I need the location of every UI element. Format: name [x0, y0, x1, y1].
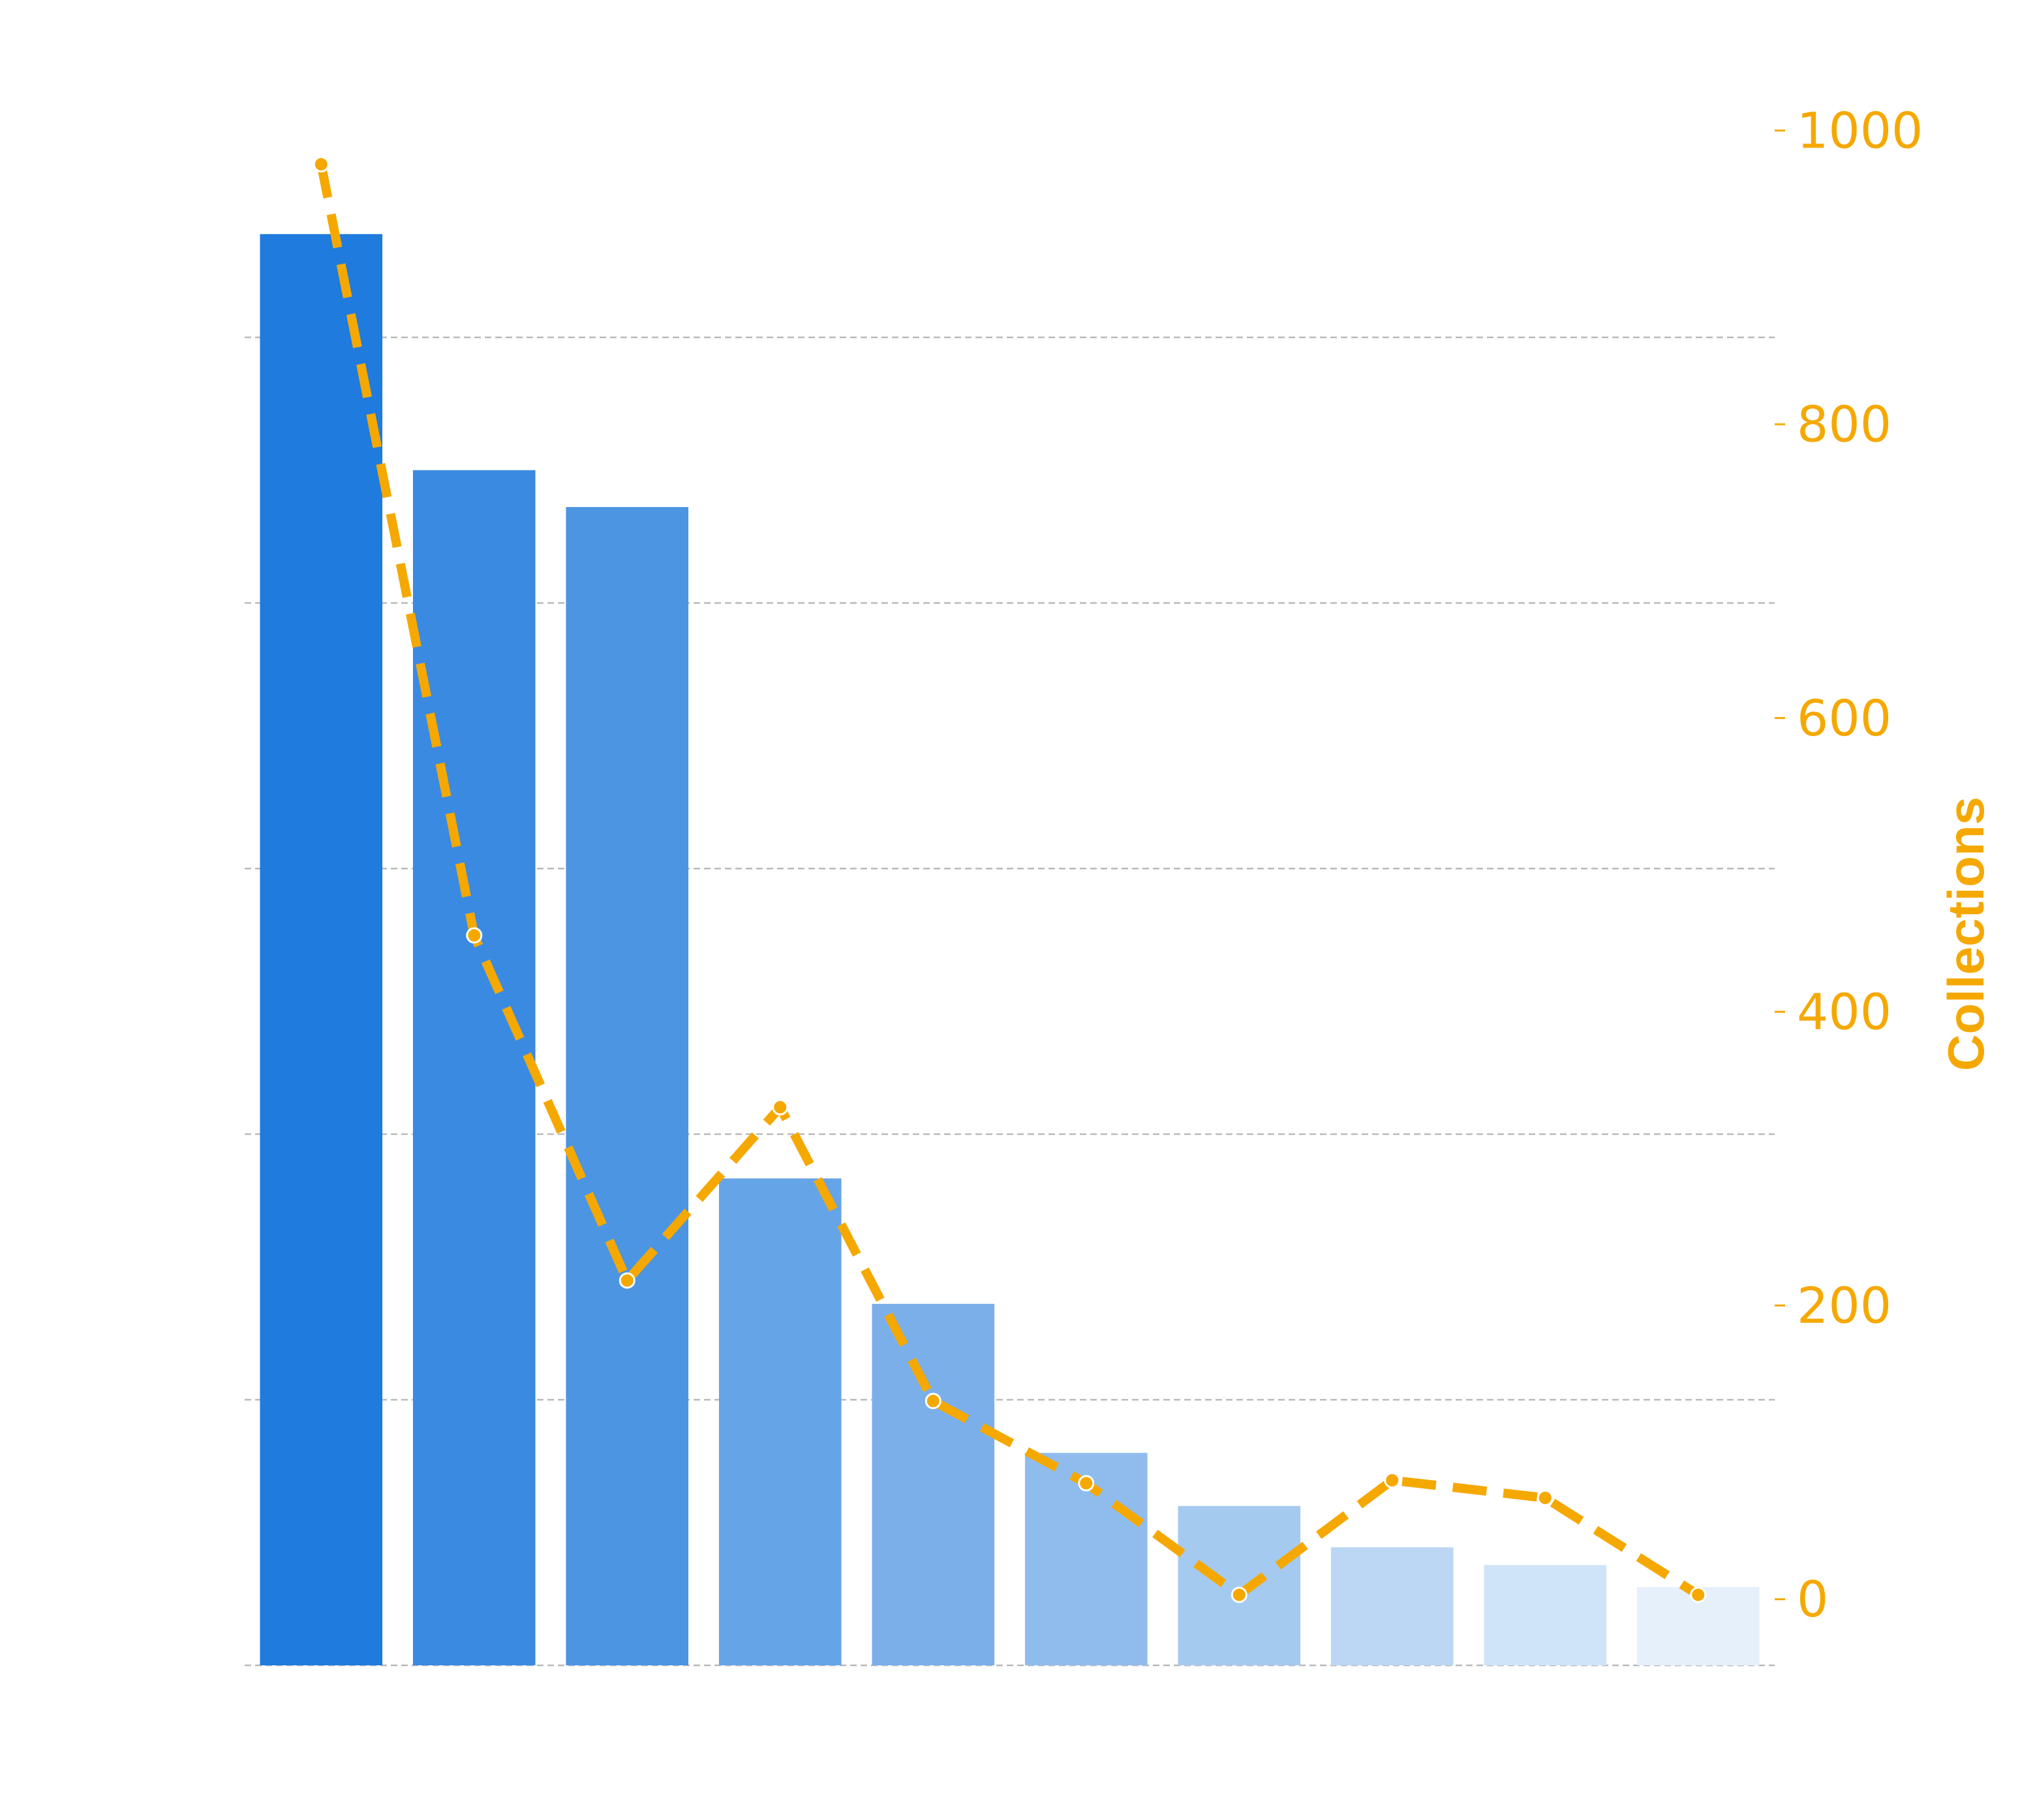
collections-point-3 [619, 1272, 635, 1289]
right-tick-label: 600 [1797, 689, 1891, 747]
right-tick-label: 1000 [1797, 102, 1923, 160]
collections-point-2 [466, 927, 483, 944]
bar-4 [718, 1178, 842, 1665]
bar-9 [1484, 1565, 1607, 1665]
collections-point-4 [772, 1099, 789, 1116]
right-tick-label: 0 [1797, 1570, 1828, 1628]
collections-point-10 [1690, 1586, 1707, 1603]
bar-2 [412, 470, 536, 1665]
collections-point-7 [1231, 1586, 1247, 1603]
right-tick-label: 400 [1797, 983, 1891, 1041]
bar-3 [566, 507, 689, 1665]
bar-7 [1178, 1505, 1301, 1665]
collections-point-9 [1537, 1489, 1553, 1506]
right-tick-label: 800 [1797, 395, 1891, 454]
right-tick-label: 200 [1797, 1276, 1891, 1334]
collections-point-6 [1078, 1475, 1095, 1492]
collections-line-series [313, 156, 1707, 1603]
right-y-axis: 0 200 400 600 800 1000 [1775, 102, 1923, 1628]
collections-point-8 [1384, 1472, 1401, 1488]
bar-5 [872, 1304, 995, 1665]
collections-line [316, 163, 1701, 1599]
bar-series [260, 234, 1760, 1666]
bar-1 [260, 234, 383, 1666]
bar-8 [1330, 1547, 1454, 1665]
collections-point-5 [925, 1393, 941, 1410]
collections-point-1 [313, 156, 329, 173]
right-axis-title: Collections [1937, 797, 1995, 1071]
